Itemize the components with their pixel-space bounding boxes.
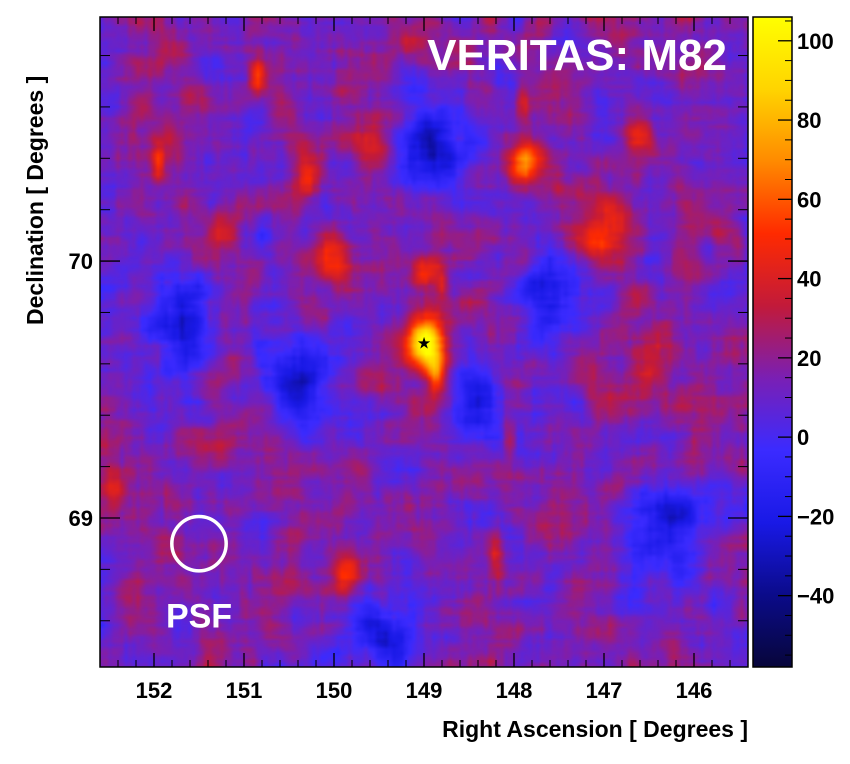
x-axis-title: Right Ascension [ Degrees ] — [442, 716, 748, 742]
colorbar-tick-label: 100 — [797, 29, 834, 54]
psf-circle — [170, 514, 228, 573]
x-axis-ticks: 152 151 150 149 148 147 146 — [99, 17, 749, 703]
colorbar-ticks: −40 −20 0 20 40 60 80 100 — [778, 20, 834, 656]
colorbar-tick-label: 20 — [797, 346, 821, 371]
excess-map — [100, 17, 748, 667]
colorbar-tick-label: −20 — [797, 504, 834, 529]
colorbar-tick-label: 0 — [797, 425, 809, 450]
colorbar-tick-label: −40 — [797, 584, 834, 609]
x-tick-label: 146 — [676, 678, 713, 703]
x-tick-label: 151 — [226, 678, 263, 703]
y-tick-label: 70 — [69, 249, 93, 274]
y-tick-label: 69 — [69, 506, 93, 531]
x-tick-label: 150 — [316, 678, 353, 703]
heatmap-layer — [100, 17, 748, 667]
y-axis-ticks: 69 70 — [69, 55, 748, 622]
colorbar — [752, 16, 793, 668]
x-tick-label: 149 — [406, 678, 443, 703]
x-tick-label: 148 — [496, 678, 533, 703]
chart-title: VERITAS: M82 — [427, 31, 727, 80]
colorbar-tick-label: 60 — [797, 187, 821, 212]
m82-source-star: ★ — [417, 335, 431, 352]
colorbar-tick-label: 40 — [797, 267, 821, 292]
x-tick-label: 152 — [136, 678, 173, 703]
colorbar-tick-label: 80 — [797, 108, 821, 133]
x-tick-label: 147 — [586, 678, 623, 703]
y-axis-title: Declination [ Degrees ] — [22, 76, 48, 325]
psf-label: PSF — [166, 598, 232, 636]
